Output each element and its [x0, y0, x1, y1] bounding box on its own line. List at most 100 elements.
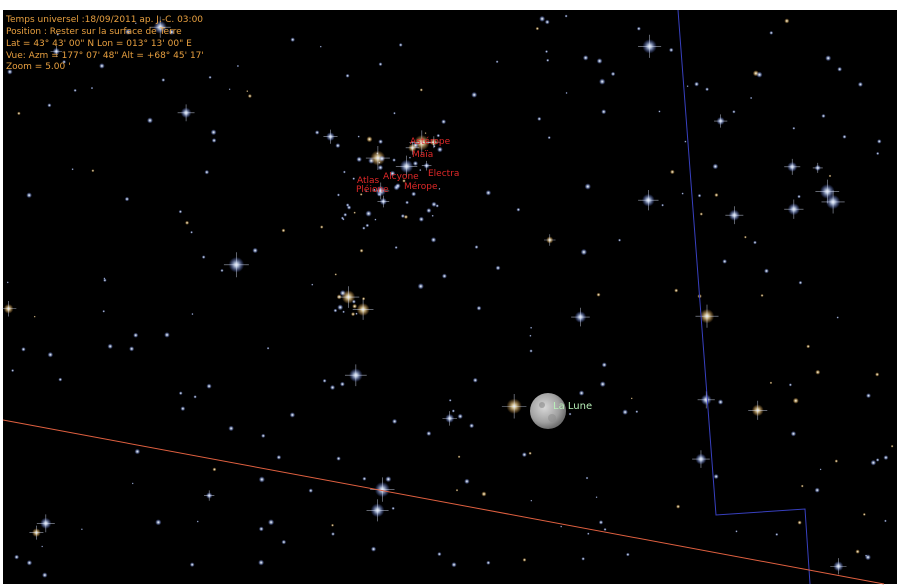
star — [6, 281, 9, 284]
star — [516, 207, 521, 212]
star — [756, 71, 763, 78]
star-spike — [638, 189, 659, 211]
star — [712, 163, 719, 170]
star — [585, 476, 589, 480]
star — [193, 395, 197, 399]
star — [190, 230, 193, 234]
star — [210, 129, 217, 136]
star — [419, 88, 423, 92]
star-spike — [372, 182, 390, 200]
star — [424, 132, 427, 135]
star — [258, 526, 264, 532]
star — [842, 134, 847, 139]
star — [790, 431, 797, 437]
star — [419, 168, 422, 172]
star — [457, 413, 463, 420]
star — [361, 296, 366, 301]
star — [319, 225, 324, 229]
star — [596, 58, 603, 64]
star — [476, 305, 482, 311]
star — [464, 478, 470, 485]
star — [385, 476, 392, 483]
star-spike — [29, 525, 44, 540]
star — [319, 45, 322, 48]
star — [596, 292, 601, 297]
star — [595, 496, 598, 499]
star — [339, 381, 345, 387]
star — [258, 476, 265, 483]
star — [365, 190, 368, 193]
star-spike — [571, 307, 590, 327]
star — [393, 111, 396, 115]
star — [14, 554, 20, 560]
star — [890, 444, 894, 448]
star-spike — [421, 160, 432, 171]
star — [834, 459, 839, 463]
star — [398, 42, 403, 47]
info-line: Position : Rester sur la surface de Terr… — [6, 27, 182, 37]
star — [308, 488, 314, 493]
star — [11, 368, 15, 373]
star — [426, 207, 432, 214]
star — [535, 26, 540, 31]
star — [472, 377, 478, 383]
star — [17, 111, 21, 116]
star — [90, 86, 94, 90]
star-spike — [748, 400, 768, 420]
star — [124, 196, 130, 202]
star — [403, 214, 409, 219]
star — [311, 283, 314, 286]
star — [211, 138, 217, 143]
star-label: Astérope — [410, 136, 451, 147]
star — [451, 409, 455, 413]
star-spike — [784, 158, 801, 175]
star — [80, 528, 83, 531]
star — [806, 344, 811, 349]
star — [560, 525, 563, 528]
star — [582, 55, 589, 61]
star — [133, 332, 139, 338]
star — [722, 259, 728, 264]
star-spike — [501, 393, 527, 419]
star — [370, 546, 377, 552]
star — [366, 136, 373, 143]
star — [228, 425, 234, 432]
star — [610, 71, 616, 77]
star — [402, 179, 406, 183]
star — [334, 273, 338, 276]
star — [26, 192, 32, 199]
star-spike — [405, 141, 420, 155]
star — [41, 545, 44, 548]
star-spike — [149, 16, 171, 38]
star — [581, 557, 585, 561]
star — [391, 506, 395, 511]
star — [769, 381, 773, 385]
star — [342, 170, 346, 174]
star — [635, 410, 639, 414]
star — [333, 308, 338, 313]
star — [438, 187, 441, 190]
star — [258, 559, 265, 566]
star — [374, 218, 377, 221]
star — [204, 169, 210, 175]
star — [522, 557, 527, 562]
star — [208, 75, 212, 79]
star-spike — [223, 252, 249, 278]
star — [373, 188, 376, 191]
star — [699, 212, 703, 216]
star — [337, 304, 344, 311]
info-line: Vue: Azm = 177° 07' 48" Alt = +68° 45' 1… — [6, 51, 204, 61]
star — [864, 554, 868, 557]
star — [189, 562, 195, 568]
star — [441, 119, 447, 125]
star — [865, 393, 872, 399]
star — [405, 200, 409, 205]
star-spike — [365, 146, 390, 171]
star — [544, 50, 549, 54]
star-spike — [36, 514, 55, 533]
star — [124, 28, 132, 35]
star — [686, 85, 689, 88]
star-spike — [409, 130, 435, 156]
star — [196, 520, 199, 523]
